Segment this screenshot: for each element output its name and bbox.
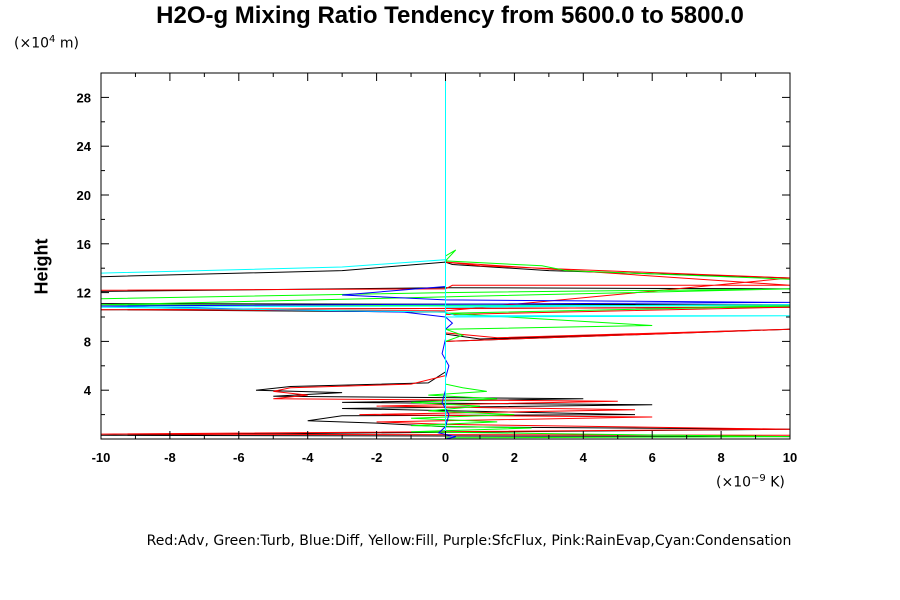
x-tick-label-7: 4 bbox=[580, 450, 588, 465]
y-axis-units-suffix: m) bbox=[55, 35, 79, 52]
x-tick-label-6: 2 bbox=[511, 450, 518, 465]
y-axis-units: (×104 m) bbox=[14, 34, 79, 52]
y-tick-label-5: 24 bbox=[77, 139, 92, 154]
x-axis-units: (×10−9 K) bbox=[716, 473, 785, 491]
y-tick-label-4: 20 bbox=[77, 188, 91, 203]
y-tick-label-6: 28 bbox=[77, 90, 91, 105]
x-tick-label-2: -6 bbox=[233, 450, 245, 465]
x-tick-label-3: -4 bbox=[302, 450, 314, 465]
y-axis-units-prefix: (×10 bbox=[14, 35, 50, 52]
x-tick-label-8: 6 bbox=[649, 450, 656, 465]
x-axis-units-prefix: (×10 bbox=[716, 474, 752, 491]
x-tick-label-9: 8 bbox=[717, 450, 724, 465]
y-tick-label-3: 16 bbox=[77, 237, 91, 252]
x-tick-label-5: 0 bbox=[442, 450, 449, 465]
series-layer bbox=[100, 73, 791, 440]
y-axis-units-exponent: 4 bbox=[49, 34, 56, 45]
x-tick-label-10: 10 bbox=[783, 450, 797, 465]
x-tick-label-1: -8 bbox=[164, 450, 176, 465]
y-tick-label-1: 8 bbox=[84, 334, 91, 349]
x-tick-label-4: -2 bbox=[371, 450, 383, 465]
y-tick-label-2: 12 bbox=[77, 286, 91, 301]
x-tick-label-0: -10 bbox=[92, 450, 111, 465]
x-axis-units-exponent: −9 bbox=[751, 473, 766, 484]
legend-text: Red:Adv, Green:Turb, Blue:Diff, Yellow:F… bbox=[146, 533, 792, 549]
y-tick-label-0: 4 bbox=[84, 383, 92, 398]
chart-title: H2O-g Mixing Ratio Tendency from 5600.0 … bbox=[156, 2, 744, 29]
x-axis-units-suffix: K) bbox=[765, 474, 785, 491]
